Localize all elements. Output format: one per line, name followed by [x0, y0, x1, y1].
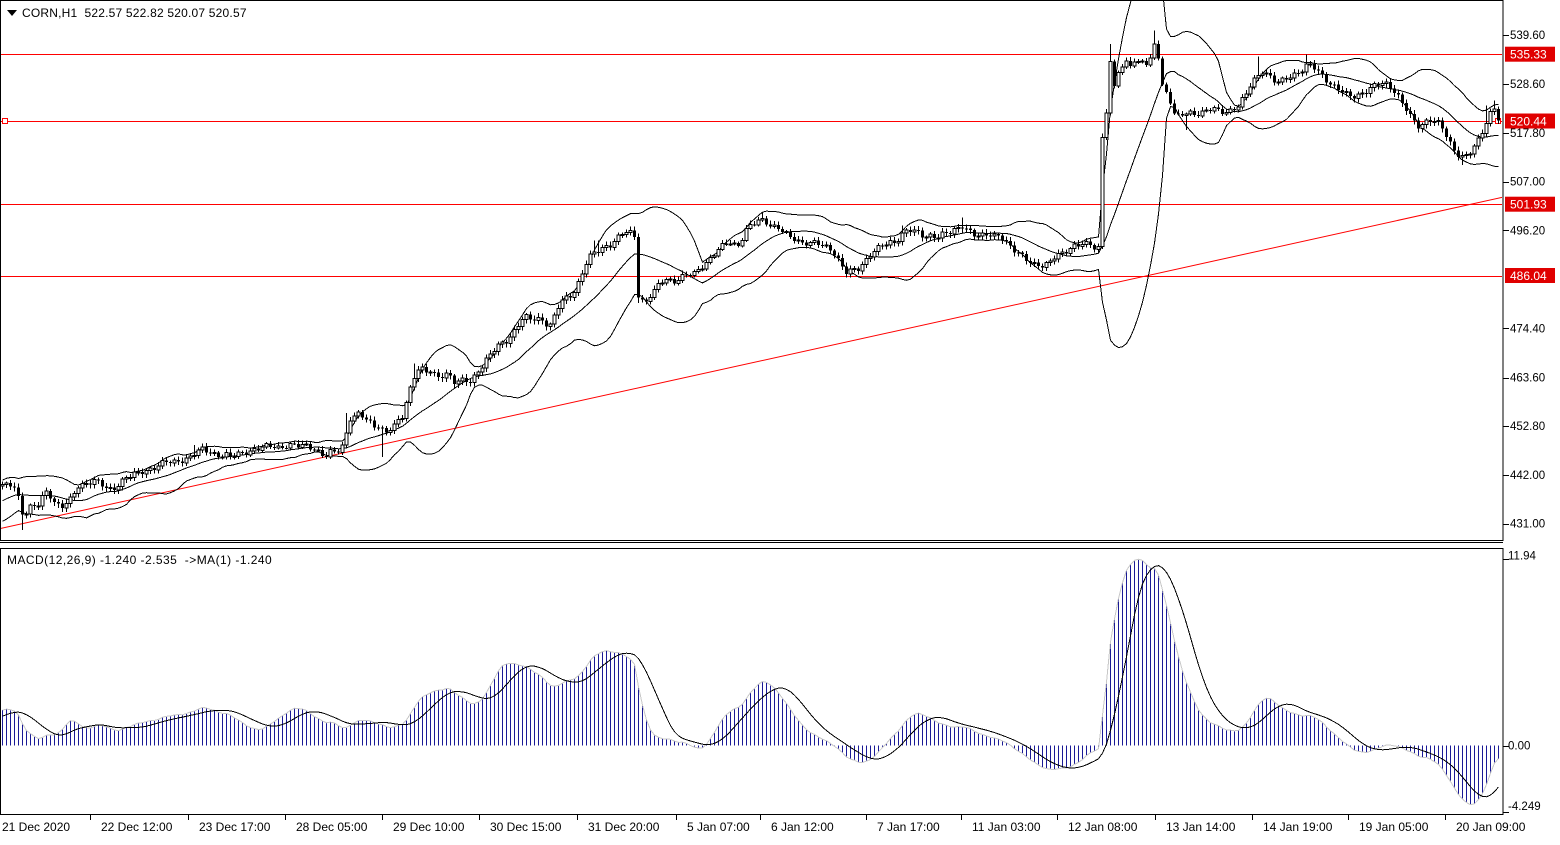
svg-text:442.00: 442.00 — [1510, 470, 1545, 482]
svg-text:19 Jan 05:00: 19 Jan 05:00 — [1359, 820, 1429, 834]
svg-text:496.20: 496.20 — [1510, 226, 1545, 238]
svg-text:11 Jan 03:00: 11 Jan 03:00 — [972, 820, 1041, 834]
svg-text:5 Jan 07:00: 5 Jan 07:00 — [687, 820, 750, 834]
svg-text:30 Dec 15:00: 30 Dec 15:00 — [490, 820, 562, 834]
svg-text:14 Jan 19:00: 14 Jan 19:00 — [1263, 820, 1333, 834]
svg-text:431.00: 431.00 — [1510, 519, 1545, 531]
svg-text:7 Jan 17:00: 7 Jan 17:00 — [877, 820, 940, 834]
svg-text:539.60: 539.60 — [1510, 30, 1545, 42]
svg-text:463.60: 463.60 — [1510, 373, 1545, 385]
svg-text:0.00: 0.00 — [1508, 741, 1530, 753]
svg-text:520.44: 520.44 — [1510, 115, 1547, 129]
svg-text:13 Jan 14:00: 13 Jan 14:00 — [1166, 820, 1236, 834]
svg-text:528.60: 528.60 — [1510, 79, 1545, 91]
svg-text:29 Dec 10:00: 29 Dec 10:00 — [393, 820, 465, 834]
svg-text:535.33: 535.33 — [1510, 48, 1547, 62]
svg-text:486.04: 486.04 — [1510, 269, 1547, 283]
svg-text:12 Jan 08:00: 12 Jan 08:00 — [1068, 820, 1138, 834]
svg-text:11.94: 11.94 — [1508, 551, 1537, 563]
svg-text:507.00: 507.00 — [1510, 177, 1545, 189]
svg-text:22 Dec 12:00: 22 Dec 12:00 — [101, 820, 173, 834]
svg-text:23 Dec 17:00: 23 Dec 17:00 — [199, 820, 271, 834]
svg-text:28 Dec 05:00: 28 Dec 05:00 — [296, 820, 368, 834]
svg-text:6 Jan 12:00: 6 Jan 12:00 — [771, 820, 834, 834]
svg-text:517.80: 517.80 — [1510, 128, 1545, 140]
svg-text:31 Dec 20:00: 31 Dec 20:00 — [588, 820, 660, 834]
svg-text:MACD(12,26,9) -1.240 -2.535 -: MACD(12,26,9) -1.240 -2.535 ->MA(1) -1.2… — [7, 553, 272, 567]
svg-text:501.93: 501.93 — [1510, 198, 1547, 212]
svg-text:21 Dec 2020: 21 Dec 2020 — [2, 820, 70, 834]
svg-text:452.80: 452.80 — [1510, 421, 1545, 433]
svg-text:474.40: 474.40 — [1510, 324, 1545, 336]
svg-text:20 Jan 09:00: 20 Jan 09:00 — [1456, 820, 1526, 834]
svg-text:-4.249: -4.249 — [1508, 801, 1541, 813]
svg-text:CORN,H1 522.57 522.82 520.07: CORN,H1 522.57 522.82 520.07 520.57 — [22, 6, 247, 20]
